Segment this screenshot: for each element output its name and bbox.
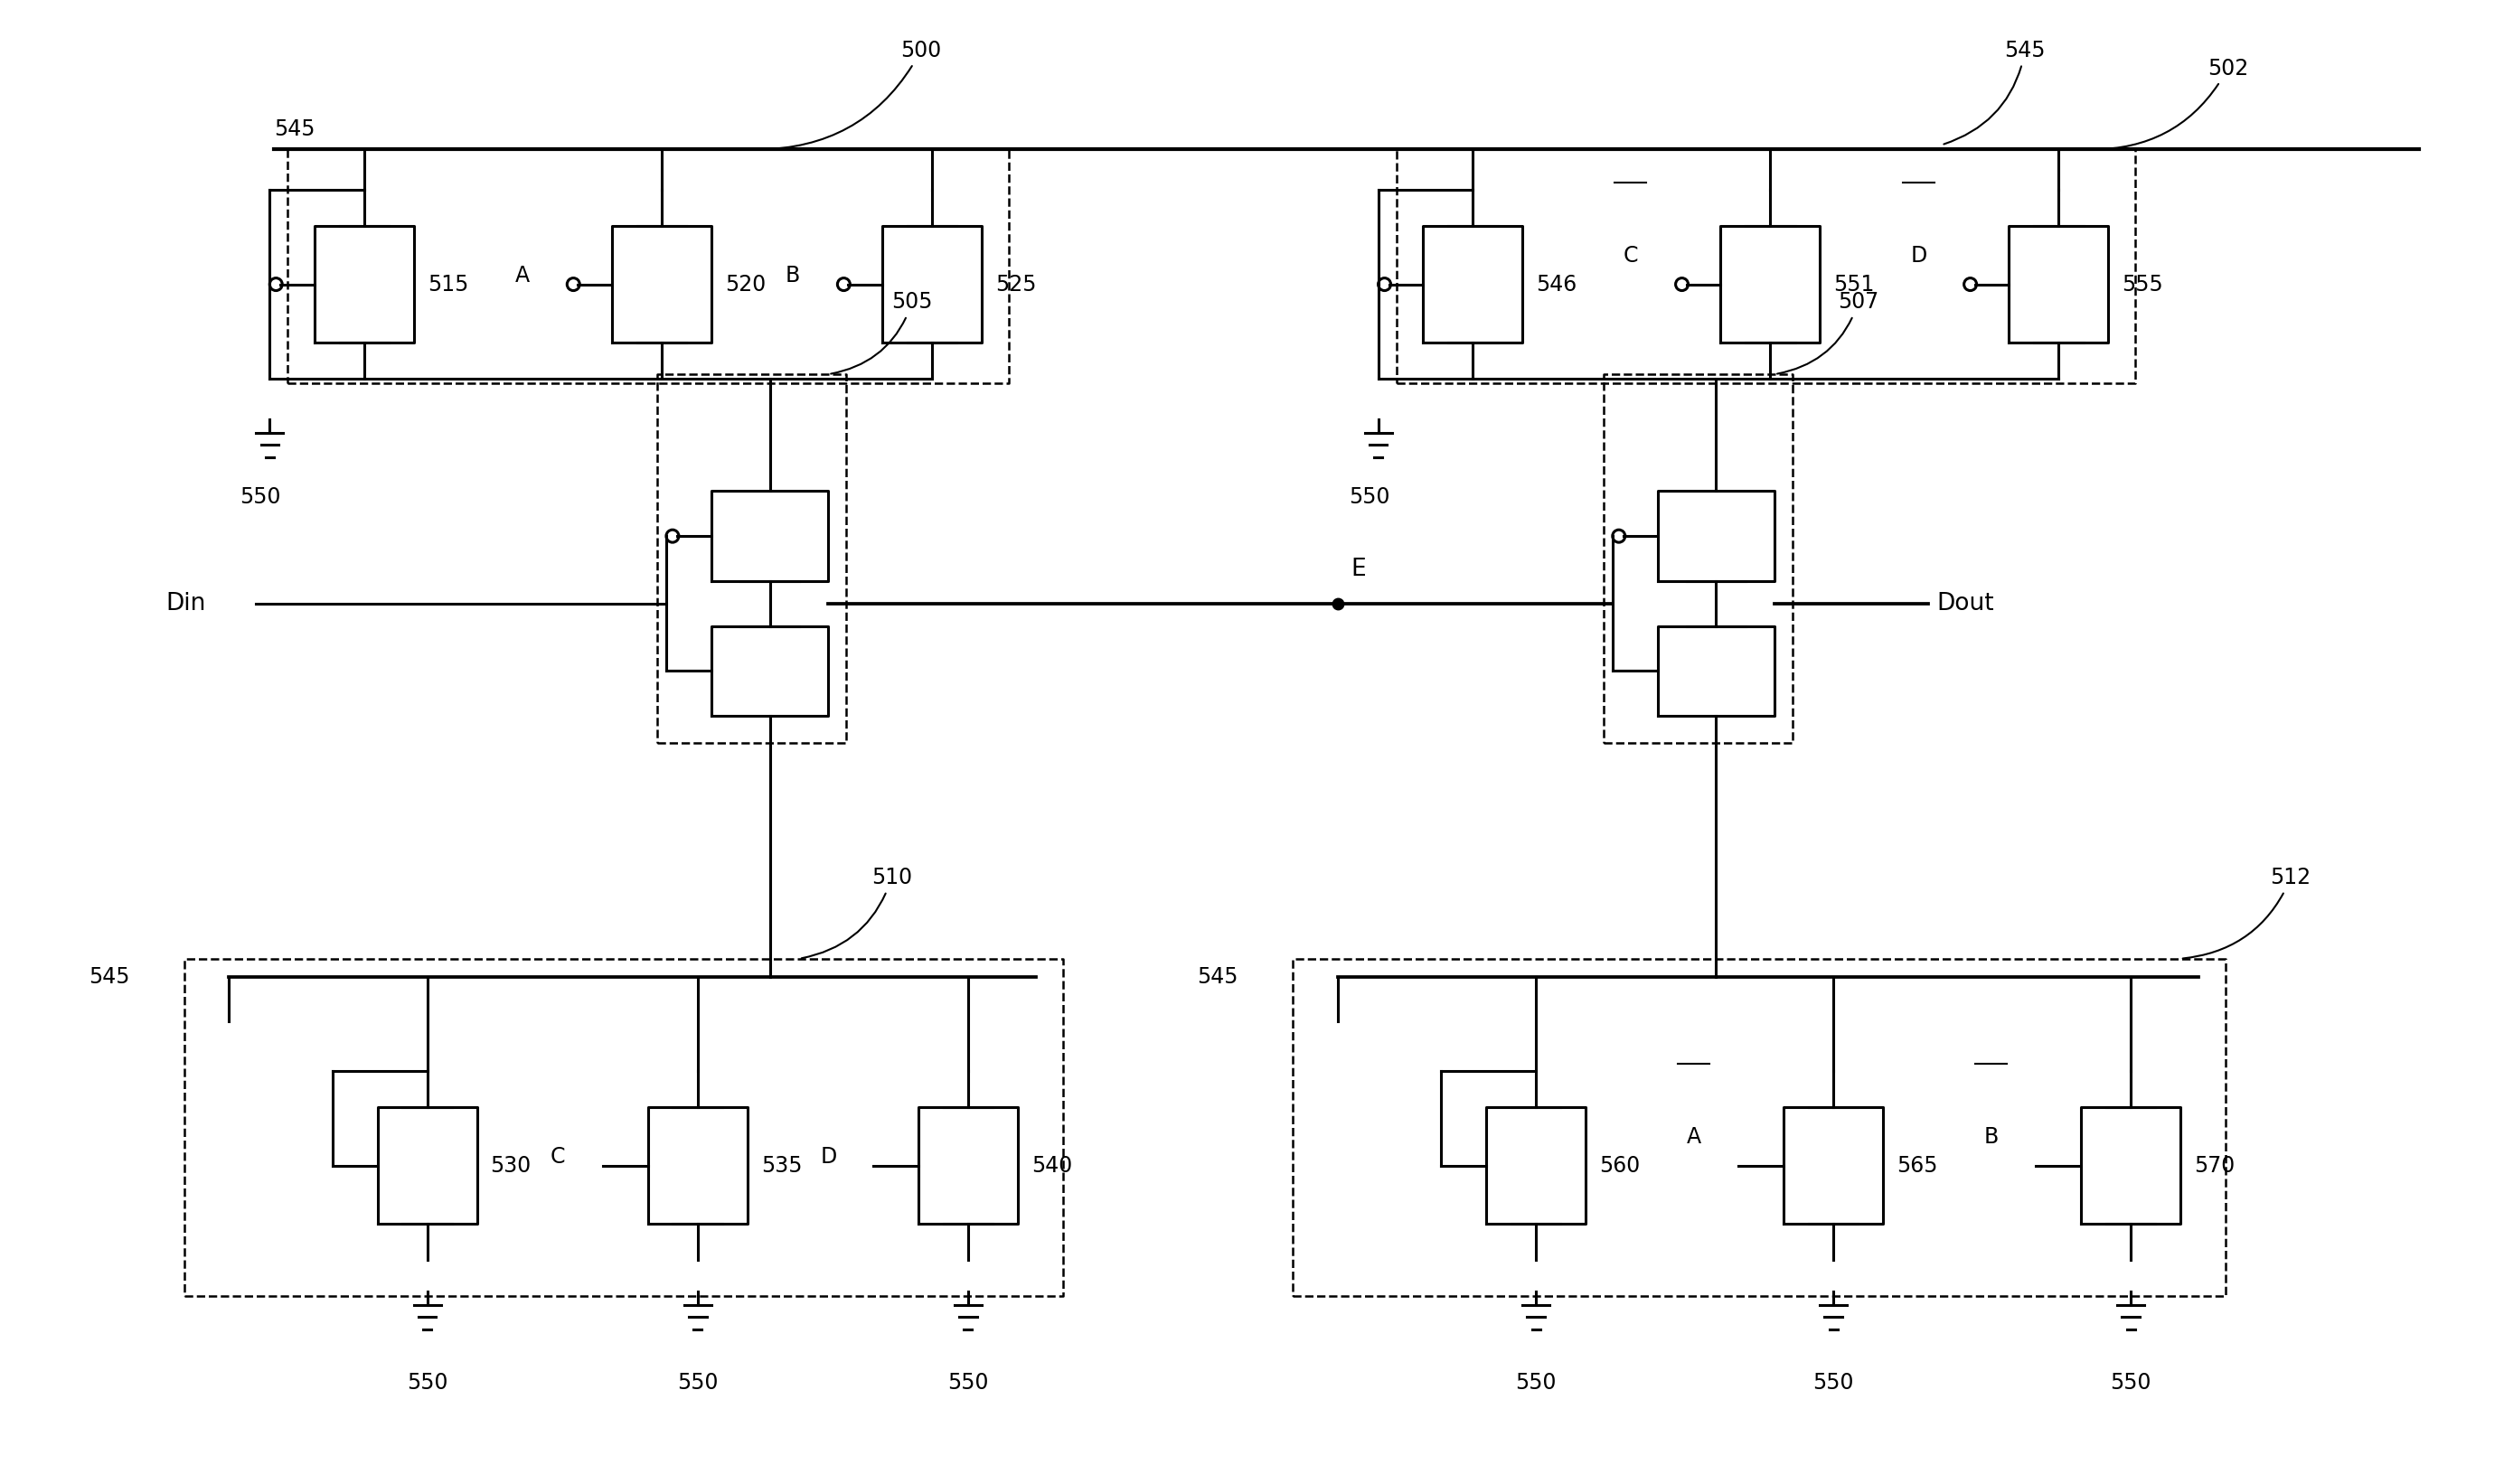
Text: B: B bbox=[1983, 1126, 1998, 1147]
Text: C: C bbox=[1623, 245, 1638, 266]
Text: D: D bbox=[821, 1146, 836, 1168]
Text: D: D bbox=[1911, 245, 1928, 266]
Text: 502: 502 bbox=[2093, 58, 2249, 150]
Text: 545: 545 bbox=[1197, 966, 1239, 987]
Text: 512: 512 bbox=[2183, 867, 2311, 959]
Text: 545: 545 bbox=[1943, 40, 2046, 144]
Text: 520: 520 bbox=[724, 273, 766, 295]
Text: 530: 530 bbox=[491, 1155, 531, 1177]
Text: 500: 500 bbox=[759, 40, 942, 150]
Text: 545: 545 bbox=[88, 966, 130, 987]
Text: 550: 550 bbox=[240, 487, 280, 509]
Text: 510: 510 bbox=[801, 867, 911, 959]
Text: E: E bbox=[1352, 558, 1367, 582]
Text: 570: 570 bbox=[2194, 1155, 2234, 1177]
Text: Din: Din bbox=[165, 592, 205, 616]
Text: 535: 535 bbox=[761, 1155, 801, 1177]
Text: 505: 505 bbox=[831, 291, 931, 374]
Text: 550: 550 bbox=[1515, 1373, 1557, 1393]
Text: C: C bbox=[551, 1146, 566, 1168]
Text: Dout: Dout bbox=[1938, 592, 1996, 616]
Text: A: A bbox=[1685, 1126, 1700, 1147]
Text: A: A bbox=[516, 264, 528, 286]
Text: 560: 560 bbox=[1600, 1155, 1640, 1177]
Text: 507: 507 bbox=[1778, 291, 1878, 374]
Text: 546: 546 bbox=[1535, 273, 1578, 295]
Text: 550: 550 bbox=[1813, 1373, 1853, 1393]
Text: 565: 565 bbox=[1896, 1155, 1938, 1177]
Text: 540: 540 bbox=[1032, 1155, 1072, 1177]
Text: 515: 515 bbox=[428, 273, 468, 295]
Text: 551: 551 bbox=[1833, 273, 1875, 295]
Text: 550: 550 bbox=[1350, 487, 1390, 509]
Text: 550: 550 bbox=[676, 1373, 719, 1393]
Text: B: B bbox=[786, 264, 799, 286]
Text: 550: 550 bbox=[947, 1373, 989, 1393]
Text: 525: 525 bbox=[994, 273, 1037, 295]
Text: 545: 545 bbox=[273, 119, 316, 141]
Text: 550: 550 bbox=[406, 1373, 448, 1393]
Text: 555: 555 bbox=[2121, 273, 2163, 295]
Text: 550: 550 bbox=[2111, 1373, 2151, 1393]
